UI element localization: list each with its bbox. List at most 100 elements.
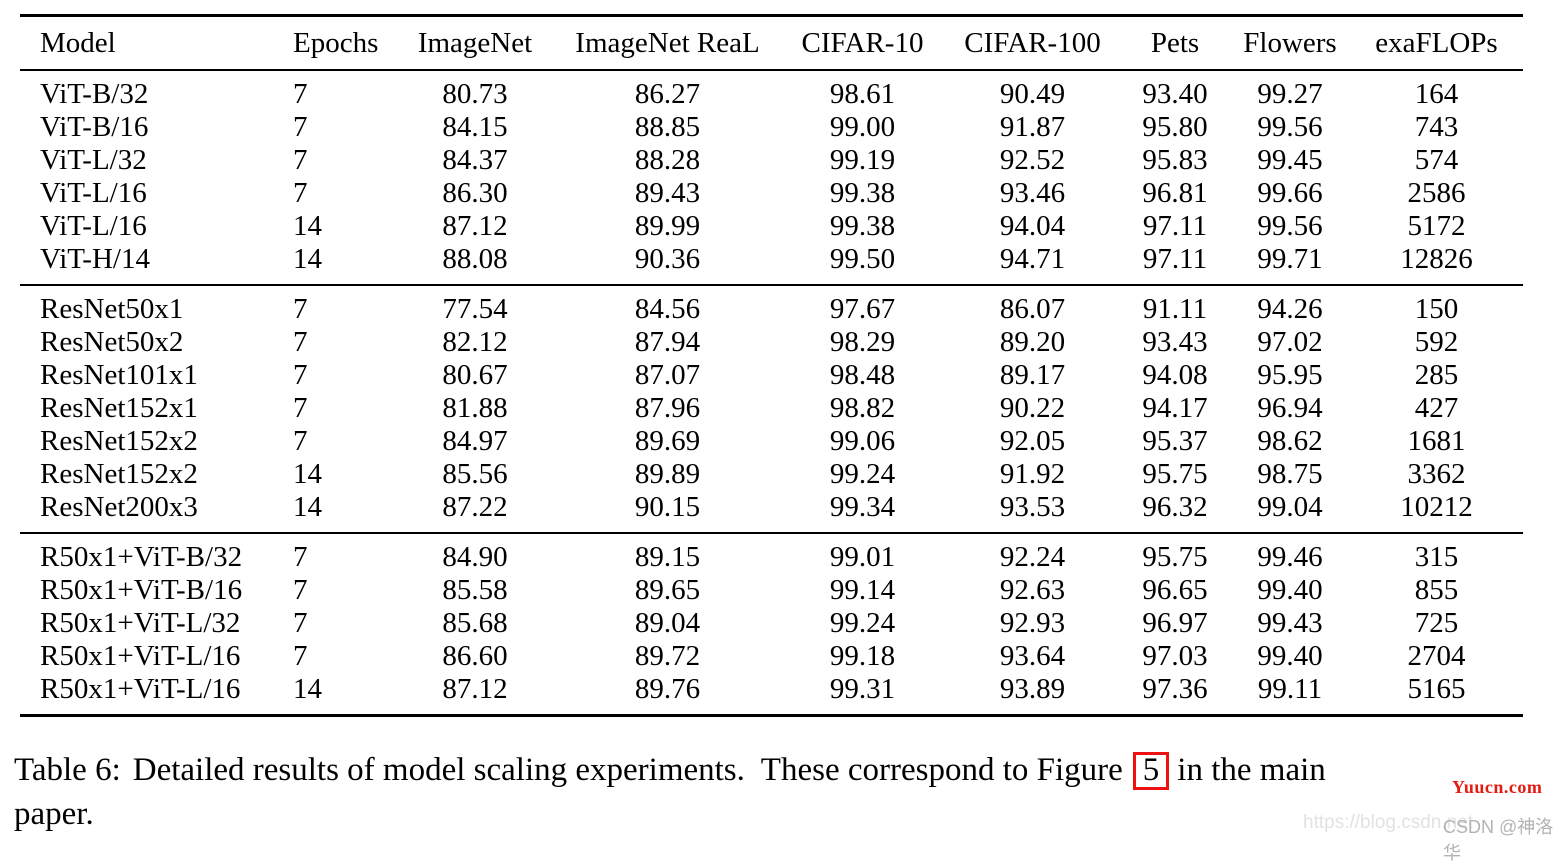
exaflops-cell: 164	[1414, 78, 1459, 110]
column-header-epochs: Epochs	[293, 26, 379, 59]
table-section-hybrid-models: R50x1+ViT-B/32 7 84.90 89.15 99.01 92.24 95.75…	[20, 533, 1523, 716]
column-header-cifar10: CIFAR-10	[801, 26, 924, 59]
imagenet-real-cell: 89.69	[634, 425, 701, 457]
flowers-cell: 98.62	[1257, 425, 1323, 457]
flowers-cell: 99.66	[1257, 177, 1323, 209]
caption-text-before-ref: Detailed results of model scaling experi…	[132, 752, 1123, 788]
header-row: Model Epochs ImageNet ImageNet ReaL CIFA…	[20, 16, 1523, 71]
cifar10-cell: 99.00	[829, 111, 896, 143]
model-cell: ResNet50x1	[40, 293, 184, 325]
cifar10-cell: 99.31	[829, 673, 896, 705]
epochs-cell: 14	[293, 458, 322, 490]
imagenet-real-cell: 84.56	[634, 293, 701, 325]
epochs-cell: 14	[293, 673, 322, 705]
exaflops-cell: 574	[1414, 144, 1459, 176]
pets-cell: 97.11	[1142, 243, 1208, 275]
table-row: ViT-B/16 7 84.15 88.85 99.00 91.87 95.80 99.56 7…	[20, 111, 1523, 144]
imagenet-real-cell: 89.76	[634, 673, 701, 705]
epochs-cell: 7	[293, 607, 308, 639]
imagenet-cell: 82.12	[442, 326, 508, 358]
cifar100-cell: 91.87	[999, 111, 1066, 143]
imagenet-real-cell: 89.99	[634, 210, 701, 242]
exaflops-cell: 855	[1414, 574, 1459, 606]
figure-5-link[interactable]: 5	[1132, 752, 1170, 790]
exaflops-cell: 315	[1414, 541, 1459, 573]
exaflops-cell: 10212	[1400, 491, 1473, 523]
imagenet-real-cell: 89.15	[634, 541, 701, 573]
imagenet-cell: 86.30	[442, 177, 508, 209]
table-row: R50x1+ViT-B/32 7 84.90 89.15 99.01 92.24 95.75…	[20, 533, 1523, 574]
model-cell: ResNet152x1	[40, 392, 198, 424]
model-cell: R50x1+ViT-B/16	[40, 574, 243, 606]
imagenet-cell: 87.12	[442, 673, 508, 705]
table-header: Model Epochs ImageNet ImageNet ReaL CIFA…	[20, 16, 1523, 71]
column-header-pets: Pets	[1150, 26, 1200, 59]
cifar100-cell: 89.20	[999, 326, 1066, 358]
cifar100-cell: 94.04	[999, 210, 1066, 242]
imagenet-real-cell: 89.04	[634, 607, 701, 639]
table-row: ResNet152x2 14 85.56 89.89 99.24 91.92 95.75 98…	[20, 458, 1523, 491]
flowers-cell: 99.40	[1257, 574, 1323, 606]
exaflops-cell: 150	[1414, 293, 1459, 325]
flowers-cell: 99.04	[1257, 491, 1323, 523]
imagenet-cell: 86.60	[442, 640, 508, 672]
caption-line-1: Table 6: Detailed results of model scalin…	[14, 748, 1554, 792]
pets-cell: 93.43	[1142, 326, 1208, 358]
imagenet-cell: 80.73	[442, 78, 508, 110]
column-header-model: Model	[40, 26, 116, 59]
model-cell: ViT-B/32	[40, 78, 149, 110]
flowers-cell: 99.56	[1257, 210, 1323, 242]
yuucn-watermark: Yuucn.com	[1452, 777, 1543, 797]
epochs-cell: 7	[293, 640, 308, 672]
cifar100-cell: 90.22	[999, 392, 1066, 424]
cifar10-cell: 98.48	[829, 359, 896, 391]
column-header-flowers: Flowers	[1243, 26, 1337, 59]
caption-text-after-ref: in the main	[1177, 752, 1326, 788]
imagenet-cell: 84.97	[442, 425, 508, 457]
epochs-cell: 7	[293, 541, 308, 573]
cifar10-cell: 99.01	[829, 541, 896, 573]
imagenet-real-cell: 86.27	[634, 78, 701, 110]
pets-cell: 93.40	[1142, 78, 1208, 110]
imagenet-real-cell: 88.28	[634, 144, 701, 176]
exaflops-cell: 592	[1414, 326, 1459, 358]
epochs-cell: 7	[293, 359, 308, 391]
table-row: ViT-L/16 7 86.30 89.43 99.38 93.46 96.81 99.66 2…	[20, 177, 1523, 210]
cifar10-cell: 98.82	[829, 392, 896, 424]
epochs-cell: 7	[293, 177, 308, 209]
flowers-cell: 99.46	[1257, 541, 1323, 573]
epochs-cell: 7	[293, 293, 308, 325]
pets-cell: 95.80	[1142, 111, 1208, 143]
column-header-imagenet-real: ImageNet ReaL	[575, 26, 760, 59]
imagenet-cell: 85.56	[442, 458, 508, 490]
epochs-cell: 7	[293, 111, 308, 143]
model-cell: R50x1+ViT-L/32	[40, 607, 241, 639]
epochs-cell: 7	[293, 326, 308, 358]
cifar10-cell: 98.29	[829, 326, 896, 358]
table-row: R50x1+ViT-B/16 7 85.58 89.65 99.14 92.63 96.65…	[20, 574, 1523, 607]
pets-cell: 95.75	[1142, 541, 1208, 573]
cifar100-cell: 93.53	[999, 491, 1066, 523]
exaflops-cell: 5172	[1407, 210, 1466, 242]
cifar10-cell: 99.18	[829, 640, 896, 672]
pets-cell: 96.32	[1142, 491, 1208, 523]
flowers-cell: 96.94	[1257, 392, 1323, 424]
flowers-cell: 99.11	[1257, 673, 1323, 705]
model-cell: ResNet152x2	[40, 425, 198, 457]
exaflops-cell: 3362	[1407, 458, 1466, 490]
pets-cell: 97.03	[1142, 640, 1208, 672]
caption-line-2: paper.	[14, 796, 94, 832]
table-row: ViT-H/14 14 88.08 90.36 99.50 94.71 97.11 99.71…	[20, 243, 1523, 285]
table-row: R50x1+ViT-L/16 14 87.12 89.76 99.31 93.89 97.3…	[20, 673, 1523, 716]
imagenet-cell: 84.90	[442, 541, 508, 573]
cifar10-cell: 99.14	[829, 574, 896, 606]
epochs-cell: 7	[293, 574, 308, 606]
epochs-cell: 7	[293, 392, 308, 424]
exaflops-cell: 1681	[1407, 425, 1466, 457]
imagenet-real-cell: 90.15	[634, 491, 701, 523]
flowers-cell: 95.95	[1257, 359, 1323, 391]
imagenet-cell: 85.68	[442, 607, 508, 639]
pets-cell: 95.75	[1142, 458, 1208, 490]
imagenet-real-cell: 89.72	[634, 640, 701, 672]
cifar100-cell: 92.63	[999, 574, 1066, 606]
